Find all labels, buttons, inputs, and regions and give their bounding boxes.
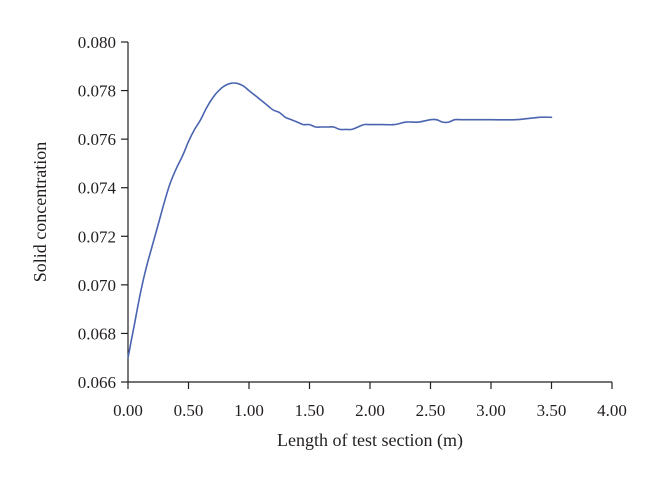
y-tick-label: 0.068 — [78, 324, 116, 343]
y-tick-label: 0.074 — [78, 179, 117, 198]
y-tick-label: 0.078 — [78, 82, 116, 101]
x-tick-label: 1.50 — [295, 401, 325, 420]
y-axis-ticks: 0.066 0.068 0.070 0.072 0.074 0.076 0.078 0.080 — [78, 33, 128, 392]
x-tick-label: 3.00 — [476, 401, 506, 420]
axes — [127, 42, 612, 383]
y-tick-label: 0.072 — [78, 227, 116, 246]
x-axis-title: Length of test section (m) — [277, 430, 463, 451]
x-tick-label: 1.00 — [234, 401, 264, 420]
y-tick-label: 0.066 — [78, 373, 116, 392]
x-tick-label: 3.50 — [537, 401, 567, 420]
x-tick-label: 0.00 — [113, 401, 143, 420]
y-tick-label: 0.080 — [78, 33, 116, 52]
x-tick-label: 4.00 — [597, 401, 627, 420]
x-tick-label: 2.50 — [416, 401, 446, 420]
y-tick-label: 0.076 — [78, 130, 116, 149]
plot-area — [127, 82, 553, 359]
x-tick-label: 2.00 — [355, 401, 385, 420]
y-axis-title: Solid concentration — [30, 142, 50, 282]
y-tick-label: 0.070 — [78, 276, 116, 295]
x-tick-label: 0.50 — [174, 401, 204, 420]
series-line — [127, 82, 553, 359]
x-axis-ticks: 0.00 0.50 1.00 1.50 2.00 2.50 3.00 3.50 4.00 — [113, 382, 627, 420]
